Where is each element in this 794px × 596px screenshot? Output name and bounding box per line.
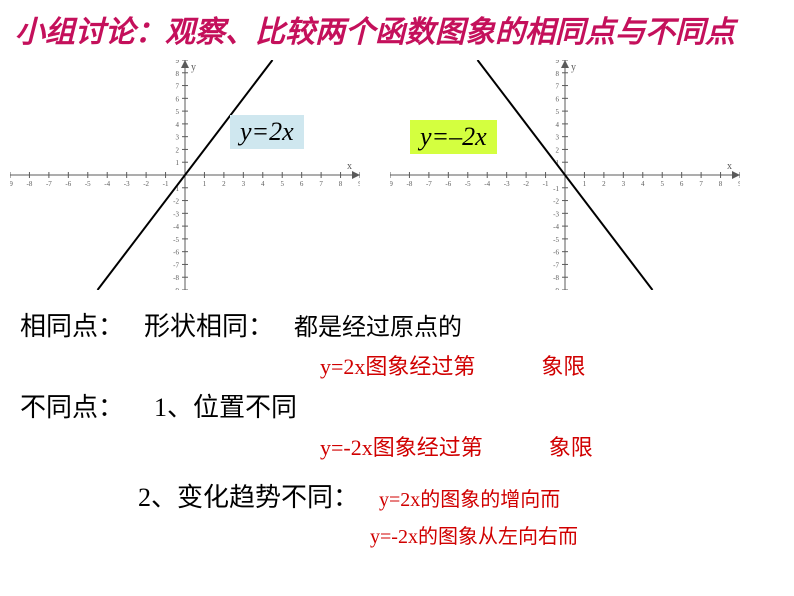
svg-text:x: x [727,161,732,172]
svg-text:-5: -5 [553,236,559,244]
chart-2: -9 -8 -7 -6 -5 -4 -3 -2 -1 1 2 3 4 5 6 7 8 9 -9 -8 -7 -6 -5 -4 -… [390,60,740,290]
svg-text:-1: -1 [163,180,169,188]
svg-text:-6: -6 [65,180,71,188]
same-label: 相同点： [20,306,124,343]
svg-text:3: 3 [556,134,560,142]
svg-text:2: 2 [602,180,606,188]
diff2-num: 2、变化趋势不同： [138,477,359,514]
svg-text:5: 5 [556,108,560,116]
svg-text:7: 7 [319,180,323,188]
diff-row-2: 2、变化趋势不同： y=2x的图象的增向而 [20,477,774,514]
svg-text:4: 4 [556,121,560,129]
chart-2-box: -9 -8 -7 -6 -5 -4 -3 -2 -1 1 2 3 4 5 6 7 8 9 -9 -8 -7 -6 -5 -4 -… [390,60,740,295]
svg-text:-3: -3 [504,180,510,188]
svg-text:-8: -8 [553,274,559,282]
svg-text:-3: -3 [124,180,130,188]
same-shape: 形状相同： [144,306,274,343]
svg-text:8: 8 [176,70,180,78]
diff1-line1: y=2x图象经过第 象限 [320,349,585,381]
svg-text:7: 7 [176,83,180,91]
svg-text:8: 8 [556,70,560,78]
svg-text:-8: -8 [407,180,413,188]
svg-text:-4: -4 [484,180,490,188]
svg-text:3: 3 [176,134,180,142]
svg-text:-1: -1 [553,185,559,193]
svg-text:-4: -4 [553,223,559,231]
svg-text:-3: -3 [553,210,559,218]
svg-text:1: 1 [203,180,207,188]
svg-text:9: 9 [358,180,360,188]
same-desc: 都是经过原点的 [294,307,462,342]
svg-text:7: 7 [699,180,703,188]
chart-1-box: -9 -8 -7 -6 -5 -4 -3 -2 -1 1 2 3 4 5 6 7 8 9 -9 -8 -7 -6 -5 -4 -… [10,60,360,295]
svg-text:4: 4 [641,180,645,188]
svg-text:8: 8 [339,180,343,188]
svg-text:-6: -6 [553,249,559,257]
svg-text:3: 3 [242,180,246,188]
svg-text:5: 5 [176,108,180,116]
svg-text:-2: -2 [553,198,559,206]
svg-text:-1: -1 [543,180,549,188]
svg-text:5: 5 [280,180,284,188]
svg-text:9: 9 [556,60,560,65]
diff2-line1: y=2x的图象的增向而 [379,483,560,512]
svg-text:-9: -9 [390,180,393,188]
diff2-line2-row: y=-2x的图象从左向右而 [370,520,774,549]
svg-text:-4: -4 [104,180,110,188]
svg-text:-4: -4 [173,223,179,231]
svg-text:-5: -5 [173,236,179,244]
svg-text:6: 6 [300,180,304,188]
svg-text:-7: -7 [46,180,52,188]
svg-text:-7: -7 [553,261,559,269]
svg-text:x: x [347,161,352,172]
svg-text:-7: -7 [173,261,179,269]
same-row: 相同点： 形状相同： 都是经过原点的 [20,306,774,343]
svg-text:3: 3 [622,180,626,188]
svg-text:6: 6 [680,180,684,188]
svg-text:-2: -2 [173,198,179,206]
diff1-num: 1、位置不同 [154,387,297,424]
chart-1: -9 -8 -7 -6 -5 -4 -3 -2 -1 1 2 3 4 5 6 7 8 9 -9 -8 -7 -6 -5 -4 -… [10,60,360,290]
svg-text:2: 2 [176,146,180,154]
diff-row-1: 不同点： 1、位置不同 [20,387,774,424]
svg-text:7: 7 [556,83,560,91]
equation-label-1: y=2x [230,115,304,149]
diff2-line2: y=-2x的图象从左向右而 [370,520,578,549]
svg-text:-3: -3 [173,210,179,218]
svg-text:8: 8 [719,180,723,188]
svg-text:1: 1 [176,159,180,167]
charts-row: -9 -8 -7 -6 -5 -4 -3 -2 -1 1 2 3 4 5 6 7 8 9 -9 -8 -7 -6 -5 -4 -… [0,60,794,295]
svg-text:6: 6 [176,95,180,103]
svg-text:-7: -7 [426,180,432,188]
svg-text:-8: -8 [173,274,179,282]
svg-text:9: 9 [176,60,180,65]
diff1-line2-row: y=-2x图象经过第 象限 [320,430,774,462]
diff1-line2: y=-2x图象经过第 象限 [320,430,593,462]
svg-text:-2: -2 [143,180,149,188]
equation-label-2: y=–2x [410,120,497,154]
svg-text:2: 2 [556,146,560,154]
svg-text:-6: -6 [445,180,451,188]
text-area: 相同点： 形状相同： 都是经过原点的 y=2x图象经过第 象限 不同点： 1、位… [0,295,794,560]
svg-text:6: 6 [556,95,560,103]
svg-text:4: 4 [261,180,265,188]
svg-text:9: 9 [738,180,740,188]
svg-text:-9: -9 [173,287,179,290]
svg-text:-5: -5 [465,180,471,188]
svg-text:-9: -9 [553,287,559,290]
svg-text:1: 1 [583,180,587,188]
diff1-line1-row: y=2x图象经过第 象限 [320,349,774,381]
svg-text:y: y [191,62,196,73]
svg-text:-6: -6 [173,249,179,257]
svg-text:-2: -2 [523,180,529,188]
svg-text:-9: -9 [10,180,13,188]
svg-text:-8: -8 [27,180,33,188]
svg-text:5: 5 [660,180,664,188]
svg-text:2: 2 [222,180,226,188]
svg-text:y: y [571,62,576,73]
svg-text:4: 4 [176,121,180,129]
page-title: 小组讨论：观察、比较两个函数图象的相同点与不同点 [0,0,794,60]
diff-label: 不同点： [20,387,124,424]
svg-text:-5: -5 [85,180,91,188]
